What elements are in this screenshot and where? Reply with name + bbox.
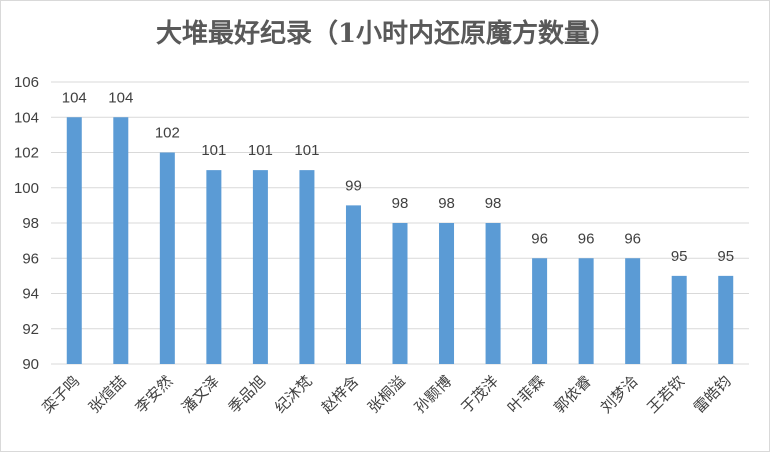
x-category-label: 张煊喆 — [85, 372, 130, 417]
data-label: 99 — [345, 177, 362, 194]
data-label: 104 — [108, 89, 133, 106]
x-category-label: 纪沐梵 — [271, 372, 316, 417]
x-category-label: 孙颢博 — [411, 372, 456, 417]
bar — [66, 117, 82, 364]
data-labels: 104 104 102 101 101 101 99 98 98 98 96 96 96 95 95 — [62, 89, 734, 265]
y-tick-label: 92 — [22, 321, 39, 338]
bar — [113, 117, 129, 364]
bar — [299, 170, 315, 364]
bar — [485, 223, 501, 364]
x-category-label: 叶菲霖 — [504, 372, 549, 417]
x-category-label: 张桐溢 — [364, 372, 409, 417]
x-category-label: 雷皓钧 — [690, 372, 735, 417]
bar — [578, 258, 594, 364]
bar — [718, 275, 734, 364]
data-label: 101 — [201, 142, 226, 159]
x-category-label: 潘文泽 — [178, 372, 223, 417]
y-tick-label: 104 — [14, 109, 39, 126]
data-label: 102 — [155, 125, 180, 142]
x-category-label: 于茂洋 — [457, 372, 502, 417]
data-label: 95 — [717, 248, 734, 265]
y-tick-label: 100 — [14, 180, 39, 197]
bar — [671, 275, 687, 364]
x-category-label: 刘梦洽 — [597, 372, 642, 417]
data-label: 96 — [624, 230, 641, 247]
y-tick-label: 90 — [22, 356, 39, 373]
y-tick-label: 94 — [22, 286, 39, 303]
data-label: 96 — [531, 230, 548, 247]
bar — [625, 258, 641, 364]
y-axis-ticks: 90 92 94 96 98 100 102 104 106 — [14, 74, 39, 373]
data-label: 95 — [671, 248, 688, 265]
bar — [252, 170, 268, 364]
y-tick-label: 96 — [22, 250, 39, 267]
chart-title: 大堆最好纪录（1小时内还原魔方数量） — [156, 18, 616, 49]
data-label: 98 — [485, 195, 502, 212]
x-category-label: 季品旭 — [225, 372, 270, 417]
data-label: 98 — [438, 195, 455, 212]
bar — [345, 205, 361, 364]
bar — [206, 170, 222, 364]
data-label: 96 — [578, 230, 595, 247]
x-category-label: 王若钦 — [643, 372, 688, 417]
y-tick-label: 102 — [14, 145, 39, 162]
bars — [66, 117, 734, 364]
data-label: 104 — [62, 89, 87, 106]
x-category-label: 李安然 — [132, 372, 177, 417]
data-label: 98 — [392, 195, 409, 212]
data-label: 101 — [248, 142, 273, 159]
x-category-label: 栾子鸣 — [39, 372, 84, 417]
x-category-label: 郭依睿 — [550, 372, 595, 417]
y-tick-label: 98 — [22, 215, 39, 232]
bar — [392, 223, 408, 364]
bar — [159, 152, 175, 364]
x-axis-labels: 栾子鸣 张煊喆 李安然 潘文泽 季品旭 纪沐梵 赵梓含 张桐溢 孙颢博 于茂洋 叶菲霖 郭依睿 刘梦洽王… — [39, 372, 735, 417]
bar — [439, 223, 455, 364]
bar — [532, 258, 548, 364]
data-label: 101 — [294, 142, 319, 159]
y-tick-label: 106 — [14, 74, 39, 91]
x-category-label: 赵梓含 — [318, 372, 363, 417]
